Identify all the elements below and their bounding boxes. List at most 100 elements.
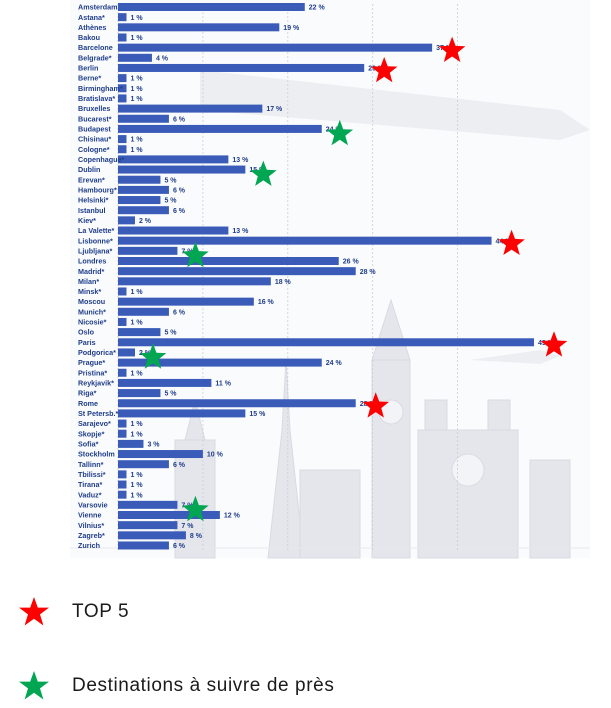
bar [118,226,229,235]
bar [118,94,127,103]
category-label: Riga* [78,389,97,398]
bar [118,348,135,357]
bar [118,206,169,215]
value-label: 1 % [130,76,143,83]
value-label: 5 % [164,391,177,398]
bar [118,277,271,286]
category-label: Lisbonne* [78,236,113,245]
category-label: Tallinn* [78,460,104,469]
bar [118,175,161,184]
category-label: Podgorica* [78,348,116,357]
category-label: Skopje* [78,429,105,438]
value-label: 1 % [130,96,143,103]
value-label: 11 % [215,381,231,388]
bars [118,3,534,550]
category-label: Rome [78,399,98,408]
category-label: Copenhague* [78,155,125,164]
category-label: Barcelone [78,43,113,52]
bar [118,429,127,438]
bar [118,439,144,448]
bar [118,419,127,428]
bar [118,135,127,144]
bar [118,267,356,276]
category-label: Pristina* [78,368,107,377]
bar [118,500,178,509]
category-label: Sarajevo* [78,419,111,428]
category-label: Vilnius* [78,521,104,530]
value-label: 1 % [130,431,143,438]
bar [118,257,339,265]
category-label: Budapest [78,125,111,134]
bar [118,409,246,418]
bar [118,33,127,42]
top5-star-marker [362,392,389,418]
bar [118,317,127,326]
category-label: Bratislava* [78,94,115,103]
value-label: 1 % [130,137,143,144]
category-label: Paris [78,338,96,347]
bar [118,328,161,337]
value-label: 6 % [173,116,186,123]
bar [118,104,263,113]
value-label: 1 % [130,86,143,93]
legend-item-top5: TOP 5 [18,596,129,628]
bar [118,145,127,154]
value-label: 17 % [266,106,283,113]
bar [118,378,212,387]
value-label: 5 % [164,177,177,184]
value-label: 1 % [130,421,143,428]
category-label: Istanbul [78,206,106,215]
bar [118,297,254,306]
value-label: 1 % [130,15,143,22]
value-label: 28 % [360,269,377,276]
bar [118,450,203,459]
category-label: Amsterdam [78,3,118,12]
category-label: Ljubljana* [78,246,113,255]
bar [118,124,322,133]
top5-star-marker [540,331,568,357]
bar [118,84,127,93]
value-label: 6 % [173,309,186,316]
category-label: Hambourg* [78,185,117,194]
bar [118,155,229,164]
bar [118,165,246,174]
value-label: 26 % [343,259,360,266]
bar [118,23,280,32]
watch-star-marker [250,160,277,186]
value-label: 6 % [173,543,186,550]
category-label: Cologne* [78,145,110,154]
bar [118,358,322,367]
bar-chart: AmsterdamAstana*AthènesBakouBarceloneBel… [70,2,590,559]
category-label: Helsinki* [78,196,109,205]
category-label: Berlin [78,64,98,73]
value-label: 16 % [258,299,275,306]
category-label: Nicosie* [78,318,107,327]
value-label: 1 % [130,492,143,499]
category-label: St Petersb.* [78,409,119,418]
value-label: 5 % [164,198,177,205]
bar [118,490,127,499]
bar [118,13,127,22]
value-label: 8 % [190,533,203,540]
bar [118,236,492,245]
value-label: 1 % [130,35,143,42]
value-label: 18 % [275,279,292,286]
value-label: 4 % [156,55,169,62]
category-label: Tbilissi* [78,470,106,479]
category-label: Varsovie [78,500,108,509]
value-label: 1 % [130,289,143,296]
category-label: Bruxelles [78,104,110,113]
value-label: 15 % [249,411,266,418]
bar [118,338,534,347]
value-label: 19 % [283,25,300,32]
bar [118,521,178,530]
category-label: Kiev* [78,216,96,225]
bar [118,246,178,255]
value-label: 1 % [130,320,143,327]
bar [118,511,220,519]
category-label: Athènes [78,23,106,32]
legend-label-watch: Destinations à suivre de près [72,675,335,696]
value-label: 10 % [207,452,224,459]
chart-area: Amsterdam Astana* Athènes Bakou Barcelone Bel… [70,2,590,559]
category-label: Zagreb* [78,531,105,540]
